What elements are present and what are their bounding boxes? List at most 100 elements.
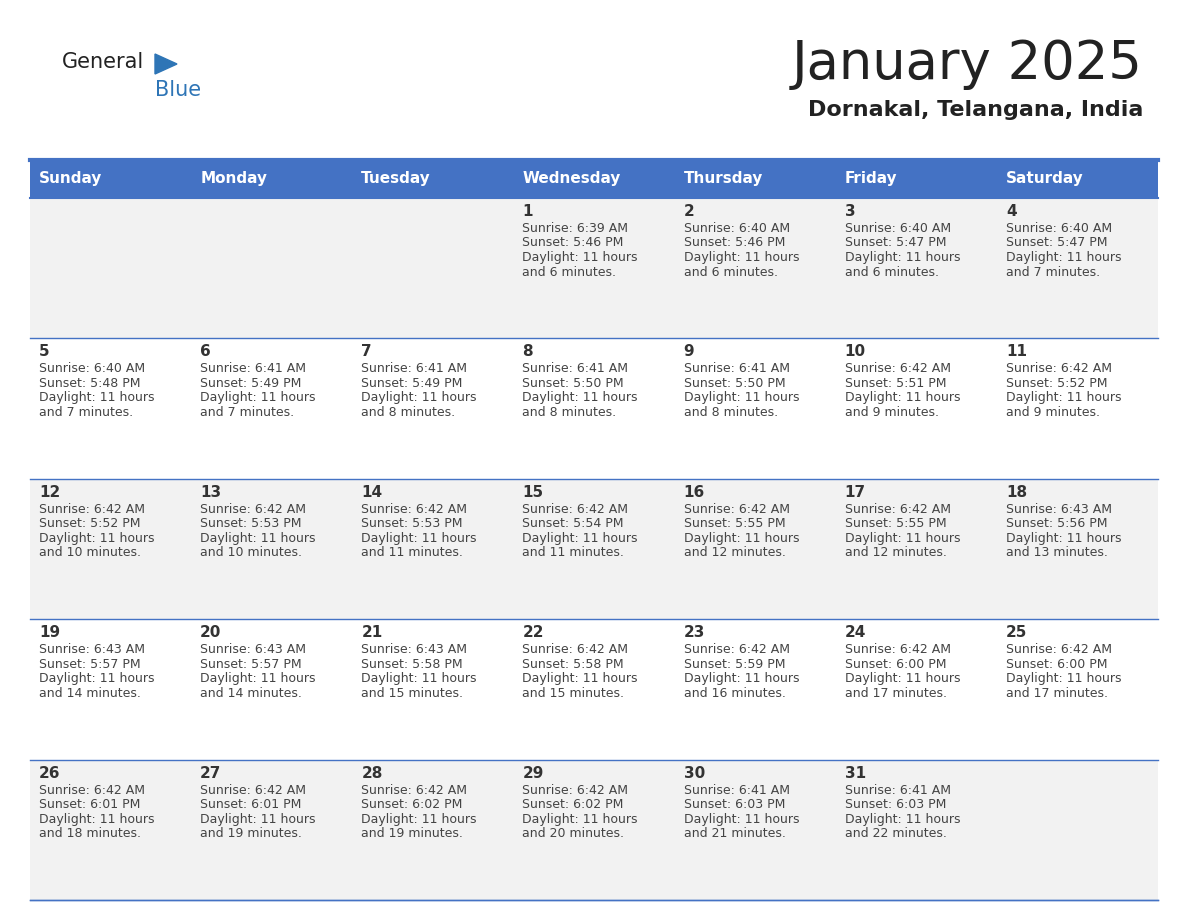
Text: Sunday: Sunday [39, 172, 102, 186]
Text: Sunset: 5:57 PM: Sunset: 5:57 PM [200, 657, 302, 671]
Text: and 19 minutes.: and 19 minutes. [200, 827, 302, 840]
Text: Daylight: 11 hours: Daylight: 11 hours [523, 391, 638, 405]
Bar [353, 160, 513, 198]
Text: Sunrise: 6:42 AM: Sunrise: 6:42 AM [523, 784, 628, 797]
Text: Sunrise: 6:40 AM: Sunrise: 6:40 AM [845, 222, 950, 235]
Text: Sunset: 6:00 PM: Sunset: 6:00 PM [1006, 657, 1107, 671]
Text: Sunrise: 6:41 AM: Sunrise: 6:41 AM [845, 784, 950, 797]
Text: and 18 minutes.: and 18 minutes. [39, 827, 141, 840]
Text: Sunset: 5:52 PM: Sunset: 5:52 PM [39, 518, 140, 531]
Text: 25: 25 [1006, 625, 1028, 640]
Text: Sunset: 5:48 PM: Sunset: 5:48 PM [39, 377, 140, 390]
Text: Sunrise: 6:42 AM: Sunrise: 6:42 AM [361, 784, 467, 797]
Text: 22: 22 [523, 625, 544, 640]
Text: 11: 11 [1006, 344, 1026, 360]
Text: and 21 minutes.: and 21 minutes. [683, 827, 785, 840]
Text: and 14 minutes.: and 14 minutes. [39, 687, 141, 700]
Text: and 17 minutes.: and 17 minutes. [1006, 687, 1108, 700]
Text: Daylight: 11 hours: Daylight: 11 hours [1006, 672, 1121, 685]
Text: Sunrise: 6:41 AM: Sunrise: 6:41 AM [683, 363, 790, 375]
Text: Tuesday: Tuesday [361, 172, 431, 186]
Text: 3: 3 [845, 204, 855, 219]
Text: 6: 6 [200, 344, 211, 360]
Text: Sunset: 5:53 PM: Sunset: 5:53 PM [200, 518, 302, 531]
Text: 5: 5 [39, 344, 50, 360]
Text: Friday: Friday [845, 172, 897, 186]
Text: 27: 27 [200, 766, 221, 780]
Text: Daylight: 11 hours: Daylight: 11 hours [683, 532, 800, 544]
Text: Daylight: 11 hours: Daylight: 11 hours [1006, 532, 1121, 544]
Text: 23: 23 [683, 625, 704, 640]
Text: Thursday: Thursday [683, 172, 763, 186]
Text: and 7 minutes.: and 7 minutes. [1006, 265, 1100, 278]
Text: and 13 minutes.: and 13 minutes. [1006, 546, 1107, 559]
Bar [191, 160, 353, 198]
Text: Sunrise: 6:42 AM: Sunrise: 6:42 AM [1006, 644, 1112, 656]
Text: and 6 minutes.: and 6 minutes. [845, 265, 939, 278]
Text: Daylight: 11 hours: Daylight: 11 hours [1006, 251, 1121, 264]
Text: Daylight: 11 hours: Daylight: 11 hours [1006, 391, 1121, 405]
Text: Sunrise: 6:41 AM: Sunrise: 6:41 AM [683, 784, 790, 797]
Text: Sunrise: 6:42 AM: Sunrise: 6:42 AM [683, 644, 790, 656]
Text: Sunrise: 6:41 AM: Sunrise: 6:41 AM [361, 363, 467, 375]
Text: and 22 minutes.: and 22 minutes. [845, 827, 947, 840]
Text: Sunset: 6:02 PM: Sunset: 6:02 PM [361, 798, 462, 812]
Text: Daylight: 11 hours: Daylight: 11 hours [39, 672, 154, 685]
Text: Sunset: 5:50 PM: Sunset: 5:50 PM [523, 377, 624, 390]
Text: Sunset: 5:55 PM: Sunset: 5:55 PM [683, 518, 785, 531]
Text: 13: 13 [200, 485, 221, 499]
Text: Sunrise: 6:43 AM: Sunrise: 6:43 AM [361, 644, 467, 656]
Text: Sunset: 5:49 PM: Sunset: 5:49 PM [200, 377, 302, 390]
Text: Sunset: 5:46 PM: Sunset: 5:46 PM [523, 237, 624, 250]
Text: Daylight: 11 hours: Daylight: 11 hours [361, 672, 476, 685]
Text: Daylight: 11 hours: Daylight: 11 hours [39, 391, 154, 405]
Text: Sunset: 5:54 PM: Sunset: 5:54 PM [523, 518, 624, 531]
Text: and 15 minutes.: and 15 minutes. [361, 687, 463, 700]
Bar [30, 620, 1158, 759]
Text: Sunrise: 6:43 AM: Sunrise: 6:43 AM [39, 644, 145, 656]
Text: and 7 minutes.: and 7 minutes. [39, 406, 133, 419]
Text: Daylight: 11 hours: Daylight: 11 hours [523, 812, 638, 825]
Text: Daylight: 11 hours: Daylight: 11 hours [845, 532, 960, 544]
Text: and 19 minutes.: and 19 minutes. [361, 827, 463, 840]
Text: Daylight: 11 hours: Daylight: 11 hours [523, 251, 638, 264]
Text: and 15 minutes.: and 15 minutes. [523, 687, 625, 700]
Text: and 9 minutes.: and 9 minutes. [1006, 406, 1100, 419]
Text: Sunrise: 6:42 AM: Sunrise: 6:42 AM [39, 503, 145, 516]
Text: Sunset: 5:57 PM: Sunset: 5:57 PM [39, 657, 140, 671]
Text: Sunset: 5:52 PM: Sunset: 5:52 PM [1006, 377, 1107, 390]
Text: 8: 8 [523, 344, 533, 360]
Text: January 2025: January 2025 [792, 38, 1143, 90]
Text: 18: 18 [1006, 485, 1026, 499]
Text: and 10 minutes.: and 10 minutes. [200, 546, 302, 559]
Bar [30, 339, 1158, 479]
Text: 21: 21 [361, 625, 383, 640]
Text: Sunrise: 6:43 AM: Sunrise: 6:43 AM [200, 644, 307, 656]
Text: and 6 minutes.: and 6 minutes. [683, 265, 778, 278]
Text: Daylight: 11 hours: Daylight: 11 hours [845, 812, 960, 825]
Text: 28: 28 [361, 766, 383, 780]
Text: 30: 30 [683, 766, 704, 780]
Text: Sunset: 5:46 PM: Sunset: 5:46 PM [683, 237, 785, 250]
Text: Sunset: 6:01 PM: Sunset: 6:01 PM [39, 798, 140, 812]
Text: Daylight: 11 hours: Daylight: 11 hours [39, 532, 154, 544]
Text: Sunset: 6:03 PM: Sunset: 6:03 PM [845, 798, 946, 812]
Text: 24: 24 [845, 625, 866, 640]
Bar [675, 160, 835, 198]
Text: Sunrise: 6:42 AM: Sunrise: 6:42 AM [200, 503, 307, 516]
Bar [30, 479, 1158, 620]
Text: Daylight: 11 hours: Daylight: 11 hours [683, 251, 800, 264]
Text: 29: 29 [523, 766, 544, 780]
Bar [997, 160, 1158, 198]
Text: and 6 minutes.: and 6 minutes. [523, 265, 617, 278]
Text: Sunrise: 6:42 AM: Sunrise: 6:42 AM [1006, 363, 1112, 375]
Text: and 7 minutes.: and 7 minutes. [200, 406, 295, 419]
Text: Daylight: 11 hours: Daylight: 11 hours [845, 672, 960, 685]
Text: Sunset: 6:00 PM: Sunset: 6:00 PM [845, 657, 946, 671]
Text: Daylight: 11 hours: Daylight: 11 hours [845, 391, 960, 405]
Text: Sunset: 6:02 PM: Sunset: 6:02 PM [523, 798, 624, 812]
Text: Sunrise: 6:42 AM: Sunrise: 6:42 AM [845, 644, 950, 656]
Text: 9: 9 [683, 344, 694, 360]
Text: Blue: Blue [154, 80, 201, 100]
Text: Daylight: 11 hours: Daylight: 11 hours [683, 672, 800, 685]
